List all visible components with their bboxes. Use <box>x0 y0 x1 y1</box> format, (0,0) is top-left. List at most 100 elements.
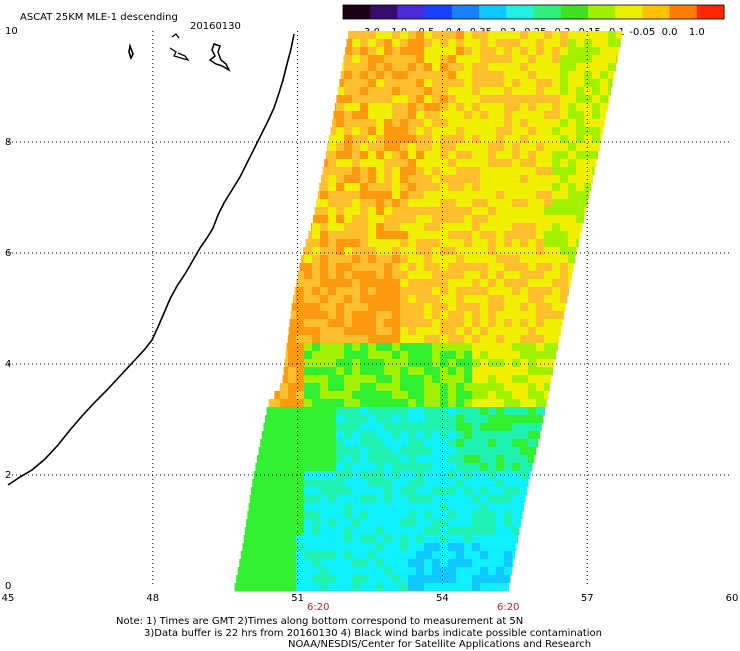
swath-cell <box>608 31 617 40</box>
swath-cell <box>568 119 577 128</box>
swath-cell <box>552 239 561 248</box>
swath-cell <box>408 439 417 448</box>
swath-cell <box>320 527 329 536</box>
swath-cell <box>264 479 273 488</box>
swath-cell <box>576 39 585 48</box>
swath-cell <box>416 207 425 216</box>
swath-cell <box>400 295 409 304</box>
swath-cell <box>440 383 449 392</box>
swath-cell <box>424 535 433 544</box>
swath-cell <box>496 495 505 504</box>
swath-cell <box>304 359 313 368</box>
swath-cell <box>336 359 345 368</box>
swath-cell <box>360 399 369 408</box>
swath-cell <box>280 463 289 472</box>
swath-cell <box>448 175 457 184</box>
swath-cell <box>360 559 369 568</box>
swath-cell <box>272 543 281 552</box>
swath-cell <box>304 415 313 424</box>
swath-cell <box>464 55 473 64</box>
swath-cell <box>616 47 620 56</box>
swath-cell <box>312 287 321 296</box>
colorbar-swatch <box>533 5 562 19</box>
swath-cell <box>424 543 433 552</box>
swath-cell <box>512 319 521 328</box>
swath-cell <box>376 119 385 128</box>
swath-cell <box>392 167 401 176</box>
swath-cell <box>304 311 313 320</box>
swath-cell <box>448 343 457 352</box>
swath-cell <box>512 431 521 440</box>
swath-cell <box>440 335 449 344</box>
swath-cell <box>584 135 593 144</box>
swath-cell <box>560 87 569 96</box>
swath-cell <box>440 271 449 280</box>
swath-cell <box>360 199 369 208</box>
swath-cell <box>496 535 505 544</box>
swath-cell <box>240 567 249 576</box>
swath-cell <box>322 167 331 176</box>
swath-cell <box>368 87 377 96</box>
swath-cell <box>536 111 545 120</box>
swath-cell <box>432 543 441 552</box>
swath-cell <box>432 343 441 352</box>
swath-cell <box>520 367 529 376</box>
swath-cell <box>488 175 497 184</box>
swath-cell <box>408 207 417 216</box>
swath-cell <box>432 71 441 80</box>
swath-cell <box>504 135 513 144</box>
swath-cell <box>552 367 553 376</box>
swath-cell <box>360 135 369 144</box>
swath-cell <box>272 527 281 536</box>
swath-cell <box>352 319 361 328</box>
swath-cell <box>488 31 497 40</box>
swath-cell <box>352 71 361 80</box>
swath-cell <box>416 31 425 40</box>
swath-cell <box>448 223 457 232</box>
swath-cell <box>288 575 297 584</box>
swath-cell <box>248 559 257 568</box>
swath-cell <box>512 295 521 304</box>
swath-cell <box>304 287 313 296</box>
swath-cell <box>576 55 585 64</box>
swath-cell <box>440 263 449 272</box>
swath-cell <box>448 503 457 512</box>
swath-cell <box>520 311 529 320</box>
swath-cell <box>328 439 337 448</box>
swath-cell <box>328 151 337 160</box>
swath-cell <box>424 127 433 136</box>
swath-cell <box>424 31 433 40</box>
swath-cell <box>592 119 601 128</box>
swath-cell <box>448 119 457 128</box>
swath-cell <box>344 87 353 96</box>
swath-cell <box>368 399 377 408</box>
swath-cell <box>368 39 377 48</box>
swath-cell <box>256 575 265 584</box>
swath-cell <box>576 223 583 232</box>
swath-cell <box>416 215 425 224</box>
swath-cell <box>576 199 585 208</box>
swath-cell <box>360 95 369 104</box>
swath-cell <box>472 527 481 536</box>
swath-cell <box>432 287 441 296</box>
swath-cell <box>456 111 465 120</box>
swath-cell <box>328 399 337 408</box>
swath-cell <box>344 111 353 120</box>
swath-cell <box>368 519 377 528</box>
swath-cell <box>408 303 417 312</box>
swath-cell <box>296 303 305 312</box>
swath-cell <box>264 431 273 440</box>
swath-cell <box>488 511 497 520</box>
swath-cell <box>344 295 353 304</box>
swath-cell <box>376 167 385 176</box>
swath-cell <box>360 279 369 288</box>
swath-cell <box>344 583 353 592</box>
swath-cell <box>472 295 481 304</box>
swath-cell <box>568 279 571 288</box>
swath-cell <box>504 543 513 552</box>
swath-cell <box>552 87 561 96</box>
swath-cell <box>408 503 417 512</box>
swath-cell <box>360 183 369 192</box>
swath-cell <box>464 391 473 400</box>
swath-cell <box>400 71 409 80</box>
